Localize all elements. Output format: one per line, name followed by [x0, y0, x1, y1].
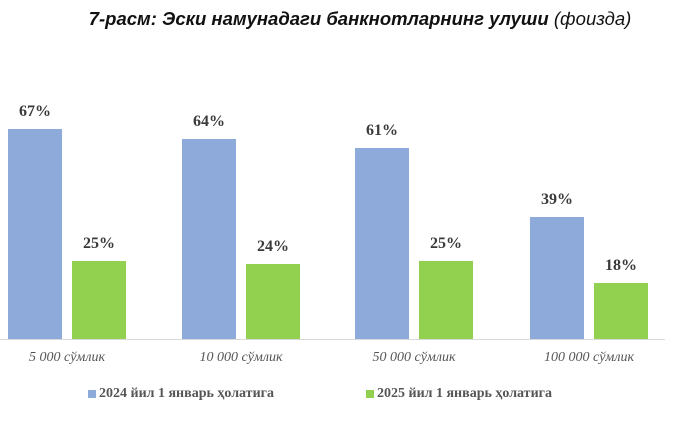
data-label: 61%	[366, 122, 398, 139]
legend-swatch-2024	[88, 390, 96, 398]
bar-2024-1	[182, 139, 236, 339]
bar-2025-3	[594, 283, 648, 339]
legend-label-2025: 2025 йил 1 январь ҳолатига	[377, 386, 552, 401]
legend-item-2024: 2024 йил 1 январь ҳолатига	[88, 386, 274, 402]
chart-title-main: 7-расм: Эски намунадаги банкнотларнинг у…	[88, 8, 549, 29]
bar-2025-0	[72, 261, 126, 339]
category-label: 50 000 сўмлик	[372, 350, 456, 365]
data-label: 25%	[430, 235, 462, 252]
chart-title-unit: (фоизда)	[553, 8, 632, 29]
bar-2025-2	[419, 261, 473, 339]
x-axis-line	[0, 339, 665, 340]
legend-swatch-2025	[366, 390, 374, 398]
category-label: 10 000 сўмлик	[199, 350, 283, 365]
bar-2024-0	[8, 129, 62, 339]
data-label: 24%	[257, 238, 289, 255]
data-label: 25%	[83, 235, 115, 252]
data-label: 39%	[541, 191, 573, 208]
bar-2024-2	[355, 148, 409, 339]
bar-2024-3	[530, 217, 584, 339]
category-label: 5 000 сўмлик	[28, 350, 105, 365]
data-label: 67%	[19, 103, 51, 120]
category-label: 100 000 сўмлик	[543, 350, 634, 365]
legend-item-2025: 2025 йил 1 январь ҳолатига	[366, 386, 552, 402]
bar-2025-1	[246, 264, 300, 339]
chart-title: 7-расм: Эски намунадаги банкнотларнинг у…	[0, 8, 680, 30]
legend-label-2024: 2024 йил 1 январь ҳолатига	[99, 386, 274, 401]
data-label: 18%	[605, 257, 637, 274]
data-label: 64%	[193, 113, 225, 130]
